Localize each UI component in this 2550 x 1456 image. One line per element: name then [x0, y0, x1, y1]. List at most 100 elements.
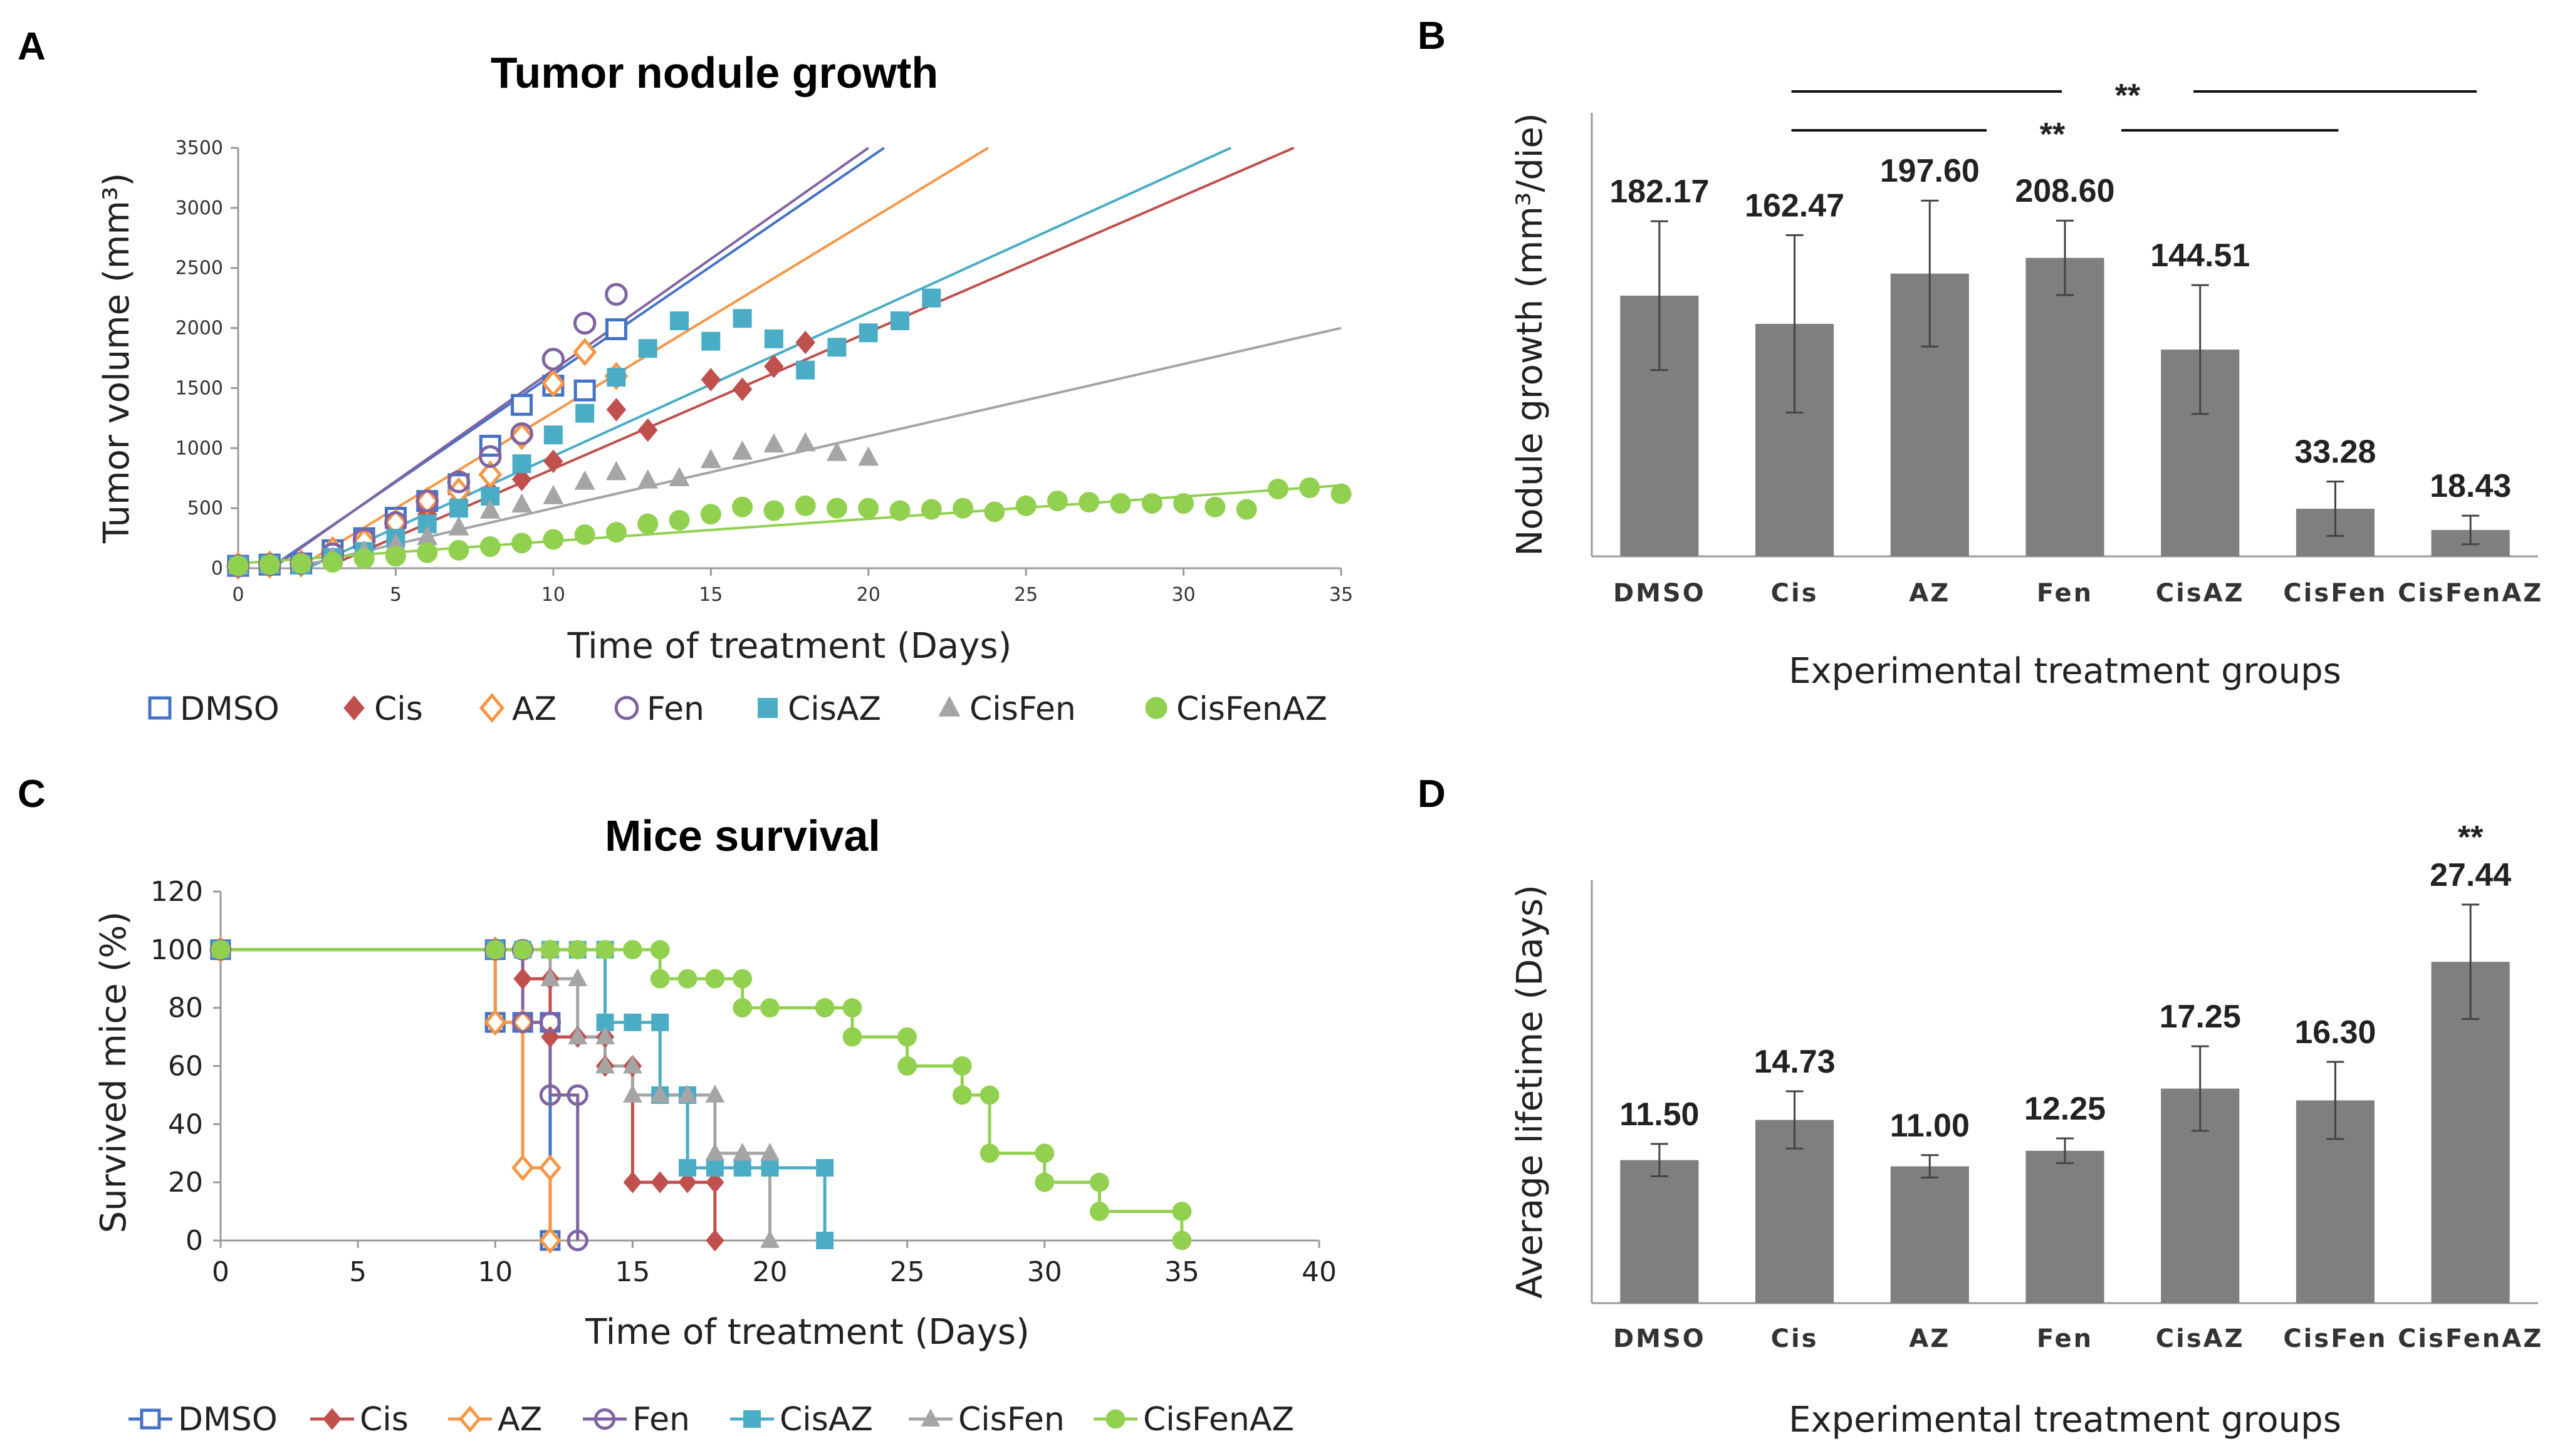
data-point-CisFenAZ: [1141, 492, 1163, 514]
bar-value-label-Cis: 14.73: [1754, 1044, 1836, 1080]
legend-label-CisFenAZ: CisFenAZ: [1143, 1401, 1294, 1438]
data-point-CisAZ: [891, 311, 909, 331]
x-axis-label: Time of treatment (Days): [567, 626, 1012, 667]
data-point-CisAZ: [449, 499, 468, 518]
survival-point-CisFenAZ: [1035, 1172, 1055, 1192]
data-point-CisFen: [543, 484, 564, 504]
survival-point-Cis: [651, 1171, 669, 1193]
category-label-Fen: Fen: [2037, 579, 2093, 608]
data-point-CisAZ: [638, 339, 657, 358]
survival-point-CisFen: [622, 1084, 642, 1103]
data-point-CisFenAZ: [322, 551, 343, 573]
data-point-CisFenAZ: [1110, 492, 1131, 514]
y-axis-label: Average lifetime (Days): [1510, 885, 1550, 1299]
bar-value-label-CisAZ: 144.51: [2150, 237, 2250, 274]
survival-point-CisFen: [568, 1026, 588, 1044]
bar-DMSO: [1620, 1160, 1699, 1303]
category-label-DMSO: DMSO: [1613, 1324, 1706, 1353]
bar-value-label-CisFen: 16.30: [2294, 1014, 2376, 1051]
survival-point-AZ: [484, 1009, 507, 1036]
data-point-CisFenAZ: [1267, 478, 1288, 499]
survival-point-CisFenAZ: [1035, 1143, 1055, 1163]
survival-point-CisFenAZ: [952, 1056, 972, 1076]
survival-point-Cis: [678, 1171, 697, 1193]
trendline-AZ: [296, 147, 989, 569]
survival-point-AZ: [511, 1154, 535, 1182]
survival-point-CisFen: [595, 1055, 615, 1074]
category-label-Cis: Cis: [1771, 1324, 1819, 1353]
data-point-CisFenAZ: [417, 542, 438, 563]
survival-point-CisFenAZ: [1172, 1230, 1192, 1251]
data-point-CisFenAZ: [511, 533, 533, 554]
legend-marker-CisFenAZ: [1145, 697, 1168, 719]
x-tick-label: 15: [615, 1256, 650, 1288]
category-label-CisAZ: CisAZ: [2156, 579, 2245, 608]
data-point-CisAZ: [796, 360, 815, 380]
category-label-AZ: AZ: [1909, 579, 1950, 608]
data-point-CisFenAZ: [1330, 483, 1352, 504]
legend-label-DMSO: DMSO: [178, 1401, 278, 1438]
data-point-CisFenAZ: [637, 513, 659, 534]
x-tick-label: 30: [1171, 584, 1195, 606]
survival-point-CisFenAZ: [568, 940, 588, 960]
data-point-CisFenAZ: [889, 500, 911, 521]
legend-marker-DMSO: [148, 696, 172, 720]
category-label-CisFen: CisFen: [2283, 579, 2387, 608]
data-point-CisFen: [417, 526, 438, 545]
survival-point-CisFenAZ: [211, 940, 231, 960]
x-tick-label: 10: [541, 584, 565, 606]
trendline-CisFen: [290, 326, 1342, 569]
legend-label-Cis: Cis: [360, 1401, 409, 1438]
legend-marker-DMSO: [140, 1408, 161, 1430]
y-tick-label: 1500: [175, 377, 223, 399]
x-tick-label: 25: [890, 1256, 925, 1288]
survival-point-CisFenAZ: [842, 998, 862, 1018]
survival-point-CisAZ: [816, 1158, 834, 1177]
data-point-AZ: [541, 369, 565, 398]
survival-point-CisFen: [760, 1230, 780, 1248]
data-point-CisAZ: [764, 329, 783, 348]
data-point-DMSO: [573, 379, 596, 402]
survival-point-CisFenAZ: [897, 1027, 917, 1047]
survival-point-CisAZ: [679, 1158, 697, 1177]
y-axis-label: Survived mice (%): [93, 912, 134, 1234]
data-point-Cis: [764, 355, 784, 378]
data-point-CisFen: [574, 470, 595, 490]
legend-label-Fen: Fen: [647, 690, 704, 728]
data-point-CisFen: [605, 460, 627, 481]
legend-label-CisFen: CisFen: [969, 690, 1076, 728]
bar-AZ: [1890, 1166, 1969, 1303]
legend-label-AZ: AZ: [498, 1401, 542, 1438]
data-point-CisAZ: [512, 454, 531, 474]
data-point-CisFenAZ: [1047, 491, 1068, 512]
survival-point-CisAZ: [624, 1013, 642, 1031]
nodule-growth-bar-chart: 182.17 DMSO 162.47 Cis 197.60 AZ 208.60 Fen 144.…: [1510, 78, 2541, 692]
category-label-CisFenAZ: CisFenAZ: [2398, 1324, 2543, 1353]
survival-point-Fen: [539, 1011, 562, 1034]
y-tick-label: 3500: [175, 137, 223, 159]
data-point-CisFen: [795, 432, 816, 452]
y-tick-label: 3000: [175, 197, 223, 219]
survival-point-CisFen: [540, 968, 560, 987]
data-point-CisFen: [637, 469, 659, 489]
data-point-Fen: [415, 489, 439, 512]
survival-point-CisFenAZ: [540, 940, 560, 960]
y-tick-label: 40: [168, 1108, 203, 1140]
x-axis-label: Experimental treatment groups: [1789, 1400, 2341, 1440]
survival-point-CisFenAZ: [485, 940, 505, 960]
legend-label-Cis: Cis: [374, 690, 423, 728]
data-point-Cis: [606, 398, 627, 422]
data-point-CisAZ: [670, 311, 689, 331]
y-tick-label: 100: [150, 934, 203, 966]
survival-point-CisFenAZ: [1090, 1202, 1109, 1221]
legend-marker-CisAZ: [743, 1410, 761, 1428]
x-tick-label: 0: [212, 1256, 229, 1288]
bar-value-label-Fen: 12.25: [2024, 1091, 2106, 1127]
x-axis-label: Time of treatment (Days): [585, 1312, 1030, 1353]
survival-point-CisFenAZ: [513, 940, 533, 960]
data-point-CisFenAZ: [574, 524, 595, 545]
data-point-Cis: [543, 449, 563, 474]
survival-point-CisFenAZ: [622, 940, 642, 960]
survival-point-CisFen: [677, 1084, 698, 1103]
